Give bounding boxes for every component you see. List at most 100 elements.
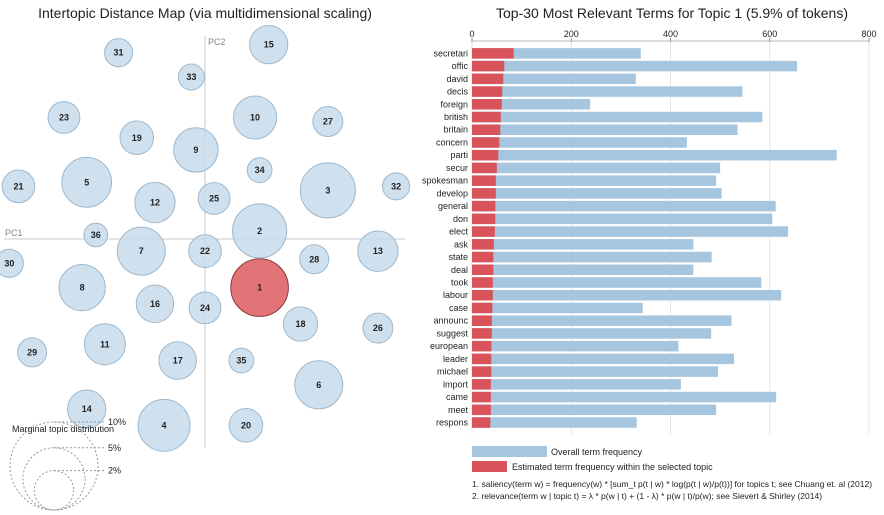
topic-bubble-29[interactable]: 29 <box>17 337 48 368</box>
overall-bar[interactable] <box>472 149 837 161</box>
term-label[interactable]: michael <box>437 367 468 377</box>
term-row-secretari[interactable]: secretari <box>433 48 641 59</box>
topic-bar[interactable] <box>472 302 493 314</box>
topic-bar[interactable] <box>472 366 492 377</box>
term-label[interactable]: secretari <box>433 48 468 58</box>
topic-circle[interactable] <box>294 360 344 410</box>
term-label[interactable]: suggest <box>436 328 468 338</box>
topic-bubble-15[interactable]: 15 <box>249 24 289 65</box>
overall-bar[interactable] <box>472 73 636 85</box>
term-row-secur[interactable]: secur <box>446 162 721 174</box>
term-label[interactable]: spokesman <box>422 176 468 186</box>
topic-bar[interactable] <box>472 226 495 237</box>
term-label[interactable]: state <box>448 252 468 262</box>
term-label[interactable]: general <box>438 201 468 211</box>
term-row-import[interactable]: import <box>443 379 681 390</box>
topic-bar[interactable] <box>472 162 497 174</box>
topic-bubble-10[interactable]: 10 <box>233 95 278 140</box>
term-label[interactable]: leader <box>443 354 468 364</box>
term-label[interactable]: concern <box>436 137 468 147</box>
topic-circle[interactable] <box>177 63 205 91</box>
topic-bubble-16[interactable]: 16 <box>135 284 175 324</box>
topic-bar[interactable] <box>472 379 491 390</box>
topic-circle[interactable] <box>228 408 264 443</box>
term-label[interactable]: offic <box>452 61 469 71</box>
term-label[interactable]: secur <box>446 163 468 173</box>
topic-circle[interactable] <box>312 106 344 138</box>
overall-bar[interactable] <box>472 404 717 416</box>
overall-bar[interactable] <box>472 379 681 390</box>
overall-bar[interactable] <box>472 251 712 263</box>
topic-circle[interactable] <box>228 347 255 374</box>
topic-bar[interactable] <box>472 188 496 199</box>
topic-bar[interactable] <box>472 328 492 339</box>
term-row-meet[interactable]: meet <box>448 404 717 416</box>
topic-bubble-25[interactable]: 25 <box>197 182 231 215</box>
term-row-ask[interactable]: ask <box>454 239 694 250</box>
overall-bar[interactable] <box>472 264 694 276</box>
overall-bar[interactable] <box>472 111 763 123</box>
topic-bubble-23[interactable]: 23 <box>47 101 81 134</box>
topic-circle[interactable] <box>135 284 175 324</box>
term-row-state[interactable]: state <box>448 251 712 263</box>
topic-circle[interactable] <box>119 120 155 156</box>
topic-bubble-11[interactable]: 11 <box>83 323 126 366</box>
topic-circle[interactable] <box>61 156 113 208</box>
topic-bubble-30[interactable]: 30 <box>0 248 24 278</box>
topic-bubble-33[interactable]: 33 <box>177 63 205 91</box>
term-row-elect[interactable]: elect <box>449 226 789 237</box>
topic-bubble-3[interactable]: 3 <box>299 162 356 219</box>
topic-bubble-13[interactable]: 13 <box>357 230 399 272</box>
topic-circle[interactable] <box>382 172 411 201</box>
term-label[interactable]: decis <box>447 87 469 97</box>
topic-circle[interactable] <box>233 95 278 140</box>
overall-bar[interactable] <box>472 226 789 237</box>
topic-bubble-7[interactable]: 7 <box>116 226 166 276</box>
topic-bubble-8[interactable]: 8 <box>58 263 106 312</box>
topic-bubble-20[interactable]: 20 <box>228 408 264 443</box>
topic-circle[interactable] <box>230 258 289 317</box>
topic-circle[interactable] <box>137 398 191 452</box>
topic-bubble-31[interactable]: 31 <box>104 38 134 68</box>
topic-bubble-9[interactable]: 9 <box>173 127 219 173</box>
topic-circle[interactable] <box>17 337 48 368</box>
overall-bar[interactable] <box>472 213 773 225</box>
topic-circle[interactable] <box>158 341 197 380</box>
term-label[interactable]: david <box>446 74 468 84</box>
term-label[interactable]: foreign <box>440 99 468 109</box>
term-row-case[interactable]: case <box>449 302 643 314</box>
term-row-deal[interactable]: deal <box>451 264 694 276</box>
topic-bar[interactable] <box>472 213 496 225</box>
topic-bubble-27[interactable]: 27 <box>312 106 344 138</box>
topic-bubble-35[interactable]: 35 <box>228 347 255 374</box>
topic-bar[interactable] <box>472 48 514 59</box>
topic-circle[interactable] <box>134 181 176 224</box>
topic-bar[interactable] <box>472 277 493 288</box>
term-label[interactable]: came <box>446 392 468 402</box>
term-label[interactable]: deal <box>451 265 468 275</box>
topic-bubble-36[interactable]: 36 <box>83 222 109 248</box>
topic-bubble-26[interactable]: 26 <box>362 312 394 344</box>
topic-bar[interactable] <box>472 340 492 352</box>
term-row-suggest[interactable]: suggest <box>436 328 712 339</box>
term-label[interactable]: british <box>444 112 468 122</box>
term-label[interactable]: european <box>430 341 468 351</box>
topic-circle[interactable] <box>47 101 81 134</box>
term-row-british[interactable]: british <box>444 111 763 123</box>
topic-circle[interactable] <box>362 312 394 344</box>
topic-bar[interactable] <box>472 264 494 276</box>
overall-bar[interactable] <box>472 340 679 352</box>
term-row-offic[interactable]: offic <box>452 60 798 72</box>
topic-bar[interactable] <box>472 149 499 161</box>
overall-bar[interactable] <box>472 86 743 97</box>
topic-bar[interactable] <box>472 124 501 135</box>
term-label[interactable]: import <box>443 379 469 389</box>
term-row-spokesman[interactable]: spokesman <box>422 175 717 186</box>
topic-bar[interactable] <box>472 111 501 123</box>
overall-bar[interactable] <box>472 366 719 377</box>
topic-bubble-34[interactable]: 34 <box>246 157 273 184</box>
topic-bar[interactable] <box>472 404 491 416</box>
topic-bar[interactable] <box>472 289 493 301</box>
term-label[interactable]: took <box>451 278 469 288</box>
term-label[interactable]: respons <box>436 418 469 428</box>
